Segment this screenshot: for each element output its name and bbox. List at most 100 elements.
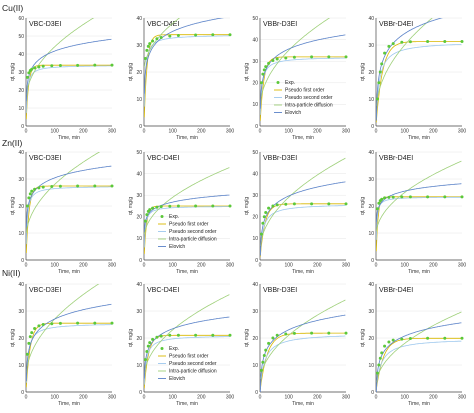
exp-data-point xyxy=(261,72,265,76)
x-tick-label: 100 xyxy=(168,395,177,401)
legend-label: Intra-particle diffusion xyxy=(285,103,333,109)
pseudo-first-order-curve xyxy=(376,196,462,252)
exp-data-point xyxy=(159,205,163,209)
elovich-curve xyxy=(26,165,112,228)
x-tick-label: 100 xyxy=(400,395,409,401)
x-tick-label: 300 xyxy=(342,263,351,269)
y-tick-label: 30 xyxy=(18,309,24,315)
exp-data-point xyxy=(25,204,29,208)
pseudo-second-order-curve xyxy=(376,340,462,390)
exp-data-point xyxy=(25,352,29,356)
x-tick-label: 100 xyxy=(168,129,177,135)
exp-data-point xyxy=(262,68,266,72)
y-tick-label: 0 xyxy=(255,258,258,264)
y-tick-label: 40 xyxy=(252,37,258,43)
exp-data-point xyxy=(155,205,159,209)
legend-label: Elovich xyxy=(169,244,185,250)
exp-data-point xyxy=(259,368,263,372)
exp-data-point xyxy=(110,184,114,188)
exp-data-point xyxy=(76,63,80,67)
pseudo-first-order-curve xyxy=(26,64,112,120)
y-tick-label: 20 xyxy=(18,336,24,342)
exp-data-point xyxy=(143,57,147,60)
exp-data-point xyxy=(261,360,265,364)
exp-data-point xyxy=(327,55,331,59)
pseudo-first-order-curve xyxy=(144,334,230,389)
x-tick-label: 300 xyxy=(108,395,117,401)
elovich-curve xyxy=(376,18,443,121)
exp-data-point xyxy=(408,40,412,44)
x-tick-label: 300 xyxy=(108,129,117,135)
exp-data-point xyxy=(110,63,114,67)
exp-data-point xyxy=(50,322,54,326)
exp-data-point xyxy=(110,321,114,325)
x-axis-title: Time, min xyxy=(408,401,430,407)
exp-data-point xyxy=(380,351,384,355)
y-tick-label: 30 xyxy=(136,43,142,49)
y-tick-label: 30 xyxy=(18,177,24,183)
exp-data-point xyxy=(460,336,464,340)
x-tick-label: 200 xyxy=(313,263,322,269)
y-tick-label: 0 xyxy=(255,390,258,396)
exp-data-point xyxy=(443,39,447,43)
y-tick-label: 20 xyxy=(136,336,142,342)
y-tick-label: 20 xyxy=(136,70,142,76)
exp-data-point xyxy=(267,61,271,65)
chart-panel: 0 10 20 30 40 0 100 200 300 Time, min qt, mg/g VBBr… xyxy=(360,16,466,141)
x-tick-label: 0 xyxy=(375,263,378,269)
x-tick-label: 0 xyxy=(375,129,378,135)
pseudo-first-order-curve xyxy=(260,332,346,390)
exp-data-point xyxy=(377,201,381,205)
y-tick-label: 0 xyxy=(371,258,374,264)
exp-data-point xyxy=(275,57,279,61)
chart-panel: 0 10 20 30 40 50 0 100 200 300 Time, min qt, mg/g VB… xyxy=(244,16,351,141)
chart-panel: 0 10 20 30 40 0 100 200 300 Time, min qt, mg/g VBC-… xyxy=(10,150,117,275)
exp-data-point xyxy=(310,331,314,335)
exp-data-point xyxy=(426,336,430,340)
exp-data-point xyxy=(37,65,41,69)
x-tick-label: 300 xyxy=(342,129,351,135)
chart-panel: 0 10 20 30 40 0 100 200 300 Time, min qt, mg/g VBBr… xyxy=(244,282,350,407)
exp-data-point xyxy=(443,195,447,199)
legend-label: Intra-particle diffusion xyxy=(169,237,217,243)
x-tick-label: 300 xyxy=(108,263,117,269)
exp-data-point xyxy=(344,331,348,335)
exp-data-point xyxy=(176,34,180,38)
pseudo-second-order-curve xyxy=(376,44,462,119)
legend-label: Pseudo first order xyxy=(285,88,325,94)
y-tick-label: 20 xyxy=(368,204,374,210)
pseudo-second-order-curve xyxy=(144,336,230,385)
y-tick-label: 20 xyxy=(18,88,24,94)
exp-data-point xyxy=(259,81,263,85)
y-tick-label: 40 xyxy=(136,282,142,288)
y-tick-label: 40 xyxy=(136,171,142,177)
x-tick-label: 0 xyxy=(25,395,28,401)
legend-marker xyxy=(276,81,280,84)
y-tick-label: 30 xyxy=(368,43,374,49)
x-tick-label: 0 xyxy=(25,129,28,135)
y-tick-label: 50 xyxy=(136,150,142,156)
legend-label: Pseudo second order xyxy=(285,95,333,101)
pseudo-second-order-curve xyxy=(26,186,112,245)
exp-data-point xyxy=(155,335,159,339)
exp-data-point xyxy=(145,213,149,217)
y-axis-title: qt, mg/g xyxy=(128,197,134,215)
legend-label: Intra-particle diffusion xyxy=(169,369,217,375)
x-tick-label: 200 xyxy=(429,263,438,269)
exp-data-point xyxy=(375,97,379,101)
y-axis-title: qt, mg/g xyxy=(244,329,250,347)
x-axis-title: Time, min xyxy=(408,269,430,275)
x-axis-title: Time, min xyxy=(292,135,314,141)
y-tick-label: 40 xyxy=(18,150,24,156)
y-tick-label: 20 xyxy=(136,215,142,221)
y-tick-label: 10 xyxy=(18,106,24,112)
x-tick-label: 100 xyxy=(168,263,177,269)
elovich-curve xyxy=(260,34,346,109)
exp-data-point xyxy=(148,208,152,212)
x-axis-title: Time, min xyxy=(292,401,314,407)
exp-data-point xyxy=(228,204,232,208)
exp-data-point xyxy=(383,196,387,200)
intra-particle-diffusion-curve xyxy=(144,18,181,68)
exp-data-point xyxy=(41,185,45,189)
